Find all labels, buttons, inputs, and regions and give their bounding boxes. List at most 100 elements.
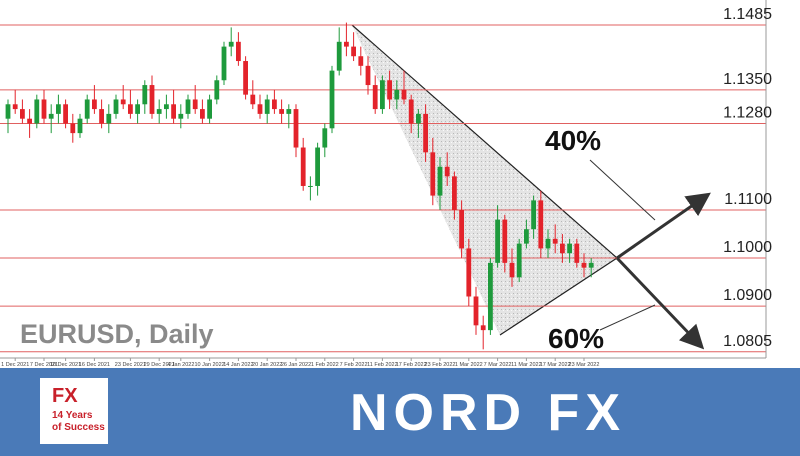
candle-body xyxy=(228,41,234,47)
candle-body xyxy=(164,104,169,110)
candle-body xyxy=(120,99,126,105)
candle-body xyxy=(408,99,414,124)
candle-body xyxy=(200,109,205,119)
x-tick-label: 29 Dec 2021 xyxy=(144,362,175,368)
annotation: 40% xyxy=(545,125,601,156)
banner xyxy=(0,368,800,456)
candle-body xyxy=(264,99,270,114)
candle-body xyxy=(5,104,11,119)
candle-body xyxy=(192,99,198,110)
candle-body xyxy=(308,185,313,187)
candle-body xyxy=(358,56,364,66)
x-tick-label: 23 Dec 2021 xyxy=(115,362,146,368)
candle-body xyxy=(516,243,522,278)
candle-body xyxy=(77,118,83,134)
candle-body xyxy=(437,166,443,196)
level-label: 1.1100 xyxy=(724,191,772,208)
level-label: 1.0900 xyxy=(723,287,772,304)
candle-body xyxy=(329,70,335,129)
candle-body xyxy=(257,104,263,114)
level-label: 1.0805 xyxy=(723,333,772,350)
x-tick-label: 10 Dec 2021 xyxy=(50,362,81,368)
badge-text: 14 Years xyxy=(52,410,93,421)
candle-body xyxy=(502,219,508,263)
level-label: 1.1485 xyxy=(723,6,772,23)
badge-logo: FX xyxy=(52,385,78,407)
candle-body xyxy=(452,176,457,210)
candle-body xyxy=(509,262,515,278)
candle-body xyxy=(300,147,306,186)
candle-body xyxy=(92,99,97,110)
x-tick-label: 20 Jan 2022 xyxy=(252,362,282,368)
candle-body xyxy=(480,325,486,331)
brand-logo: NORD FX xyxy=(350,384,626,442)
candle-body xyxy=(236,41,241,62)
x-tick-label: 7 Dec 2021 xyxy=(30,362,58,368)
x-tick-label: 11 Feb 2022 xyxy=(367,362,397,368)
candle-body xyxy=(365,65,371,86)
candle-body xyxy=(351,46,356,57)
candle-body xyxy=(20,109,25,119)
candle-body xyxy=(207,99,212,119)
chart-title: EURUSD, Daily xyxy=(20,319,214,349)
candle-body xyxy=(48,113,54,119)
candle-body xyxy=(495,219,500,263)
candle-body xyxy=(473,296,479,326)
candle-body xyxy=(243,61,248,95)
candle-body xyxy=(416,113,421,124)
candle-body xyxy=(444,166,450,177)
candle-body xyxy=(178,113,184,119)
candle-body xyxy=(128,104,133,114)
candle-body xyxy=(135,104,140,114)
candle-body xyxy=(538,200,544,249)
candle-body xyxy=(545,238,551,249)
x-tick-label: 1 Feb 2022 xyxy=(311,362,339,368)
candle-body xyxy=(336,41,342,71)
candle-body xyxy=(250,94,256,105)
candle-body xyxy=(394,89,400,100)
candle-body xyxy=(344,41,349,47)
candle-body xyxy=(293,109,299,148)
x-tick-label: 7 Feb 2022 xyxy=(340,362,368,368)
candle-body xyxy=(560,243,565,254)
candle-body xyxy=(531,200,536,230)
x-tick-label: 23 Feb 2022 xyxy=(425,362,456,368)
x-tick-label: 1 Dec 2021 xyxy=(1,362,29,368)
candle-body xyxy=(99,109,104,124)
candle-body xyxy=(423,113,428,153)
candle-body xyxy=(34,99,40,124)
candle-body xyxy=(63,104,68,124)
candle-body xyxy=(466,248,472,297)
badge-text: of Success xyxy=(52,422,105,433)
triangle-edge xyxy=(499,257,618,336)
x-tick-label: 16 Dec 2021 xyxy=(79,362,110,368)
badge xyxy=(40,378,108,444)
candle-body xyxy=(185,99,191,114)
candle-body xyxy=(401,89,407,100)
candle-body xyxy=(27,118,32,124)
x-tick-label: 17 Mar 2022 xyxy=(540,362,571,368)
candle-body xyxy=(387,80,392,100)
candle-body xyxy=(574,243,580,263)
candle-body xyxy=(84,99,90,119)
candle-body xyxy=(149,85,155,114)
candle-body xyxy=(214,80,220,100)
candle-body xyxy=(552,238,558,244)
arrow-up xyxy=(616,192,711,260)
level-label: 1.1280 xyxy=(723,104,772,121)
candle-body xyxy=(459,209,464,249)
candle-body xyxy=(272,99,277,110)
x-tick-label: 10 Jan 2022 xyxy=(194,362,224,368)
candle-body xyxy=(221,46,227,81)
x-tick-label: 7 Mar 2022 xyxy=(484,362,512,368)
candle-body xyxy=(41,99,47,119)
pointer-line xyxy=(599,304,656,331)
x-tick-label: 26 Jan 2022 xyxy=(281,362,311,368)
candle-body xyxy=(567,243,572,254)
candle-body xyxy=(524,229,529,244)
candle-body xyxy=(113,99,119,114)
candle-body xyxy=(70,123,76,134)
candle-body xyxy=(380,80,385,110)
candle-body xyxy=(286,109,292,114)
